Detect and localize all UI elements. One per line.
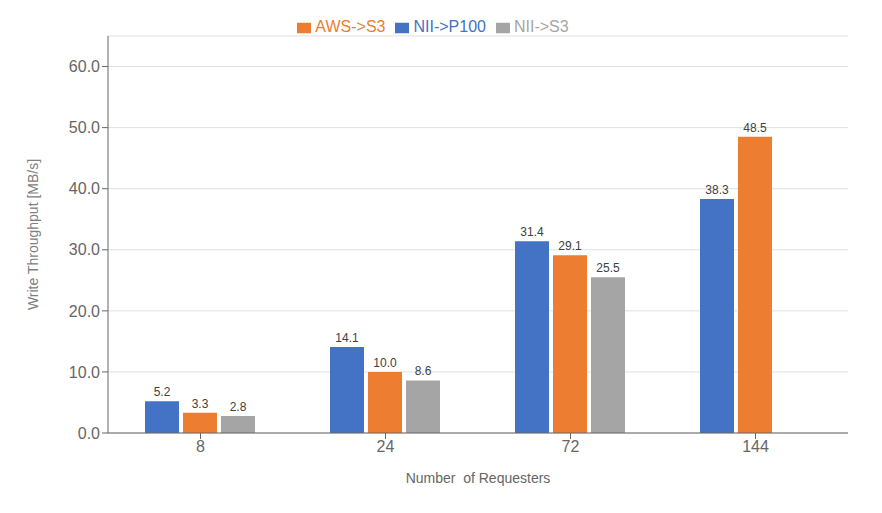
svg-text:8.6: 8.6 — [415, 364, 432, 378]
svg-text:Write Throughput [MB/s]: Write Throughput [MB/s] — [25, 159, 41, 310]
svg-text:60.0: 60.0 — [69, 58, 100, 75]
svg-text:14.1: 14.1 — [335, 331, 359, 345]
svg-text:Number of Requesters: Number of Requesters — [406, 470, 551, 486]
svg-text:20.0: 20.0 — [69, 303, 100, 320]
svg-text:0.0: 0.0 — [78, 425, 100, 442]
svg-text:10.0: 10.0 — [69, 364, 100, 381]
svg-text:2.8: 2.8 — [230, 400, 247, 414]
svg-text:24: 24 — [377, 438, 395, 455]
html-text:AWS->S3: AWS->S3 — [315, 18, 386, 35]
svg-text:48.5: 48.5 — [743, 121, 767, 135]
svg-text:3.3: 3.3 — [192, 397, 209, 411]
svg-text:40.0: 40.0 — [69, 180, 100, 197]
svg-text:50.0: 50.0 — [69, 119, 100, 136]
html-text:NII->P100: NII->P100 — [413, 18, 486, 35]
svg-text:72: 72 — [562, 438, 580, 455]
svg-text:30.0: 30.0 — [69, 241, 100, 258]
svg-text:29.1: 29.1 — [558, 239, 582, 253]
svg-text:5.2: 5.2 — [154, 385, 171, 399]
svg-text:31.4: 31.4 — [520, 225, 544, 239]
svg-text:10.0: 10.0 — [373, 356, 397, 370]
html-text:NII->S3: NII->S3 — [513, 18, 569, 35]
svg-text:38.3: 38.3 — [705, 183, 729, 197]
svg-text:8: 8 — [196, 438, 205, 455]
svg-text:144: 144 — [742, 438, 769, 455]
svg-text:25.5: 25.5 — [596, 261, 620, 275]
